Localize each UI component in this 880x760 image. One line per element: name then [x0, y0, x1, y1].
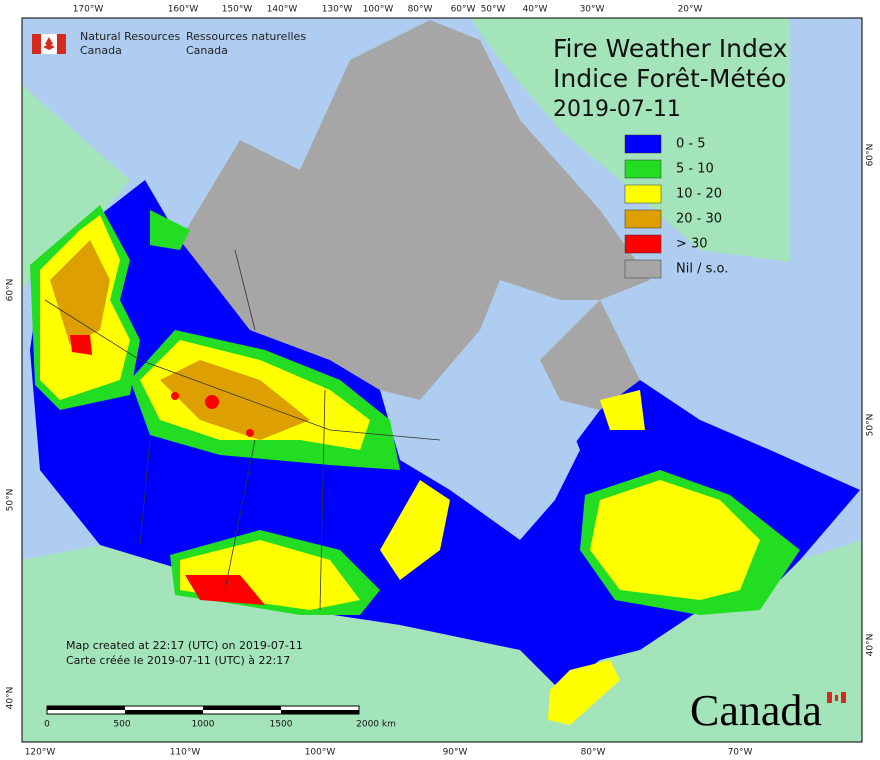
border-line	[234, 249, 256, 331]
scale-segment	[125, 710, 203, 714]
orange-zone-nw	[50, 240, 110, 345]
yellow-zone-ontario	[548, 660, 620, 725]
yellow-zone-mb	[380, 480, 450, 580]
canada-wordmark: Canada	[690, 686, 846, 735]
longitude-label: 20°W	[678, 5, 703, 15]
longitude-label: 150°W	[222, 5, 253, 15]
legend-swatch	[624, 159, 662, 179]
wordmark: Canada	[690, 686, 822, 735]
longitude-label: 140°W	[267, 5, 298, 15]
scale-bar	[46, 705, 360, 715]
scale-label: 2000 km	[356, 720, 396, 730]
red-patch	[246, 429, 254, 437]
latitude-label: 40°N	[6, 687, 16, 710]
red-patch	[171, 392, 179, 400]
hudson-bay	[400, 380, 580, 540]
scale-label: 0	[44, 720, 50, 730]
flag-bar	[841, 692, 846, 703]
longitude-label: 70°W	[728, 748, 753, 758]
legend-swatch	[624, 184, 662, 204]
latitude-label: 40°N	[866, 634, 876, 657]
longitude-label: 90°W	[443, 748, 468, 758]
red-patch	[205, 395, 219, 409]
longitude-label: 80°W	[581, 748, 606, 758]
legend-label: 5 - 10	[676, 162, 714, 177]
border-line	[139, 439, 151, 546]
yellow-zone-east	[590, 480, 760, 600]
legend: 0 - 5 5 - 10 10 - 20 20 - 30 > 30 Nil / s.o.	[624, 134, 728, 279]
longitude-label: 170°W	[73, 5, 104, 15]
longitude-label: 160°W	[168, 5, 199, 15]
maple-leaf	[43, 37, 55, 50]
longitude-label: 60°W	[451, 5, 476, 15]
red-patch-nw	[70, 335, 92, 355]
border-line	[44, 299, 441, 441]
map-title: Fire Weather Index	[553, 34, 788, 63]
legend-label: Nil / s.o.	[676, 262, 728, 277]
border-line	[319, 389, 326, 611]
map-date: 2019-07-11	[553, 97, 681, 122]
org-name: Canada	[80, 44, 122, 57]
yellow-zone-labrador	[600, 390, 645, 430]
map-title: Indice Forêt-Météo	[553, 64, 786, 93]
longitude-label: 50°W	[481, 5, 506, 15]
longitude-label: 130°W	[322, 5, 353, 15]
scale-label: 1500	[270, 720, 293, 730]
legend-swatch	[624, 259, 662, 279]
longitude-label: 120°W	[25, 748, 56, 758]
org-name: Canada	[186, 44, 228, 57]
org-name: Natural Resources	[80, 30, 181, 43]
latitude-label: 50°N	[6, 489, 16, 512]
credit-line: Map created at 22:17 (UTC) on 2019-07-11	[66, 639, 303, 652]
legend-swatch	[624, 134, 662, 154]
border-line	[224, 439, 256, 591]
longitude-label: 100°W	[363, 5, 394, 15]
legend-label: 10 - 20	[676, 187, 722, 202]
arctic-nil-zone	[180, 20, 650, 400]
scale-segment	[203, 706, 281, 710]
longitude-label: 40°W	[523, 5, 548, 15]
legend-label: 20 - 30	[676, 212, 722, 227]
map-frame	[21, 17, 863, 743]
latitude-label: 60°N	[6, 279, 16, 302]
latitude-label: 60°N	[866, 144, 876, 167]
maple-leaf	[835, 695, 838, 701]
map-body	[21, 17, 863, 743]
green-patch	[150, 210, 190, 250]
legend-label: 0 - 5	[676, 137, 706, 152]
longitude-label: 30°W	[580, 5, 605, 15]
legend-swatch	[624, 209, 662, 229]
longitude-label: 110°W	[170, 748, 201, 758]
legend-label: > 30	[676, 237, 708, 252]
org-name: Ressources naturelles	[186, 30, 306, 43]
alaska	[22, 85, 130, 290]
longitude-label: 80°W	[408, 5, 433, 15]
latitude-label: 50°N	[866, 414, 876, 437]
longitude-label: 100°W	[305, 748, 336, 758]
scale-label: 1000	[192, 720, 215, 730]
flag-bar	[827, 692, 832, 703]
flag-bar	[57, 34, 66, 54]
credit-line: Carte créée le 2019-07-11 (UTC) à 22:17	[66, 654, 290, 667]
scale-segment	[281, 710, 359, 714]
legend-swatch	[624, 234, 662, 254]
nrcan-signature	[32, 34, 66, 54]
scale-segment	[47, 706, 125, 710]
flag-bar	[32, 34, 41, 54]
orange-zone-central	[160, 360, 310, 440]
labrador-nil	[540, 300, 640, 410]
scale-label: 500	[113, 720, 130, 730]
